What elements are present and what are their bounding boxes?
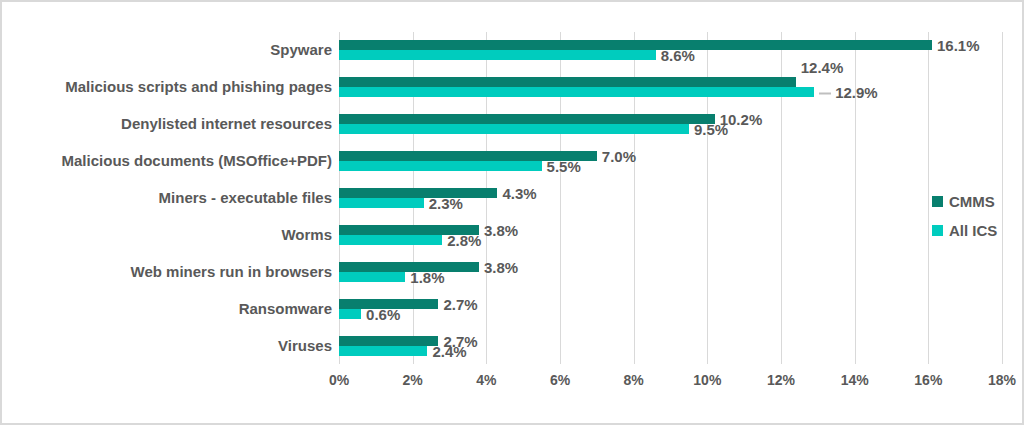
value-label: 5.5%: [547, 159, 581, 174]
all-ics-bar: 2.8%: [339, 235, 442, 245]
category-label: Malicious documents (MSOffice+PDF): [8, 152, 332, 169]
value-label: 12.4%: [801, 60, 844, 75]
value-label: 7.0%: [602, 149, 636, 164]
category-axis: Spyware Malicious scripts and phishing pa…: [8, 32, 332, 364]
x-axis-tick-label: 4%: [476, 372, 496, 388]
legend-item-cmms: CMMS: [932, 194, 1022, 209]
cmms-swatch-icon: [932, 196, 943, 207]
category-label: Web miners run in browsers: [8, 263, 332, 280]
value-label: 2.8%: [447, 232, 481, 247]
plot-area: 16.1%8.6%12.4%12.9%10.2%9.5%7.0%5.5%4.3%…: [339, 32, 1002, 364]
bar-row: 10.2%9.5%: [339, 106, 1002, 143]
all-ics-bar: 2.3%: [339, 198, 424, 208]
bar-row: 16.1%8.6%: [339, 32, 1002, 69]
bar-chart: Spyware Malicious scripts and phishing pa…: [0, 0, 1024, 425]
cmms-bar: 4.3%: [339, 188, 497, 198]
value-label: 12.9%: [819, 85, 878, 100]
bar-row: 2.7%2.4%: [339, 327, 1002, 364]
value-label: 2.7%: [443, 296, 477, 311]
value-label: 2.3%: [429, 195, 463, 210]
x-axis: 0% 2% 4% 6% 8% 10% 12% 14% 16% 18%: [2, 372, 1022, 396]
cmms-bar: 10.2%: [339, 114, 715, 124]
value-label: 4.3%: [502, 185, 536, 200]
x-axis-tick-label: 16%: [914, 372, 942, 388]
bar-row: 3.8%1.8%: [339, 253, 1002, 290]
x-axis-tick-label: 0%: [329, 372, 349, 388]
all-ics-bar: 9.5%: [339, 124, 689, 134]
x-axis-tick-label: 10%: [693, 372, 721, 388]
legend-item-all-ics: All ICS: [932, 223, 1022, 238]
cmms-bar: 16.1%: [339, 40, 932, 50]
all-ics-bar: 2.4%: [339, 346, 427, 356]
legend-label-all-ics: All ICS: [949, 223, 997, 238]
value-label: 3.8%: [484, 259, 518, 274]
x-axis-tick-label: 8%: [624, 372, 644, 388]
all-ics-swatch-icon: [932, 225, 943, 236]
bar-row: 7.0% 5.5%: [339, 143, 1002, 180]
value-label: 16.1%: [937, 38, 980, 53]
all-ics-bar: 8.6%: [339, 50, 656, 60]
x-axis-tick-label: 2%: [403, 372, 423, 388]
value-label: 9.5%: [694, 122, 728, 137]
bar-row: 12.4%12.9%: [339, 69, 1002, 106]
all-ics-bar: 12.9%: [339, 87, 814, 97]
x-axis-tick-label: 14%: [841, 372, 869, 388]
bar-row: 3.8%2.8%: [339, 216, 1002, 253]
value-label: 0.6%: [366, 306, 400, 321]
x-axis-tick-label: 18%: [988, 372, 1016, 388]
all-ics-bar: 0.6%: [339, 309, 361, 319]
category-label: Viruses: [8, 337, 332, 354]
cmms-bar: 2.7%: [339, 336, 438, 346]
category-label: Miners - executable files: [8, 189, 332, 206]
category-label: Worms: [8, 226, 332, 243]
cmms-bar: 3.8%: [339, 262, 479, 272]
category-label: Ransomware: [8, 300, 332, 317]
category-label: Spyware: [8, 42, 332, 59]
category-label: Denylisted internet resources: [8, 116, 332, 133]
bar-row: 2.7% 0.6%: [339, 290, 1002, 327]
value-label: 3.8%: [484, 222, 518, 237]
legend: CMMS All ICS: [932, 194, 1022, 252]
all-ics-bar: 5.5%: [339, 161, 542, 171]
leader-line: [819, 93, 831, 95]
value-label: 1.8%: [410, 269, 444, 284]
value-label: 8.6%: [661, 48, 695, 63]
value-label: 2.4%: [432, 343, 466, 358]
bar-row: 4.3%2.3%: [339, 180, 1002, 217]
category-label: Malicious scripts and phishing pages: [8, 79, 332, 96]
all-ics-bar: 1.8%: [339, 272, 405, 282]
cmms-bar: 12.4%: [339, 77, 796, 87]
x-axis-tick-label: 6%: [550, 372, 570, 388]
legend-label-cmms: CMMS: [949, 194, 995, 209]
x-axis-tick-label: 12%: [767, 372, 795, 388]
